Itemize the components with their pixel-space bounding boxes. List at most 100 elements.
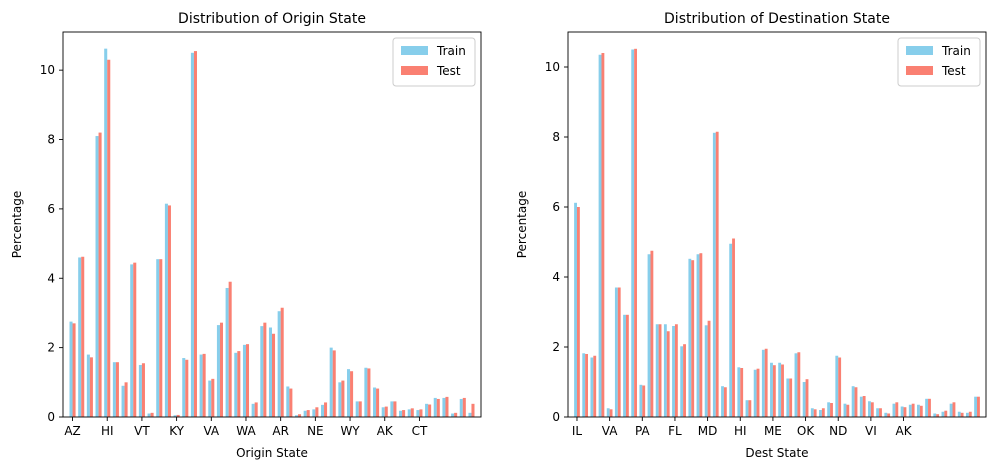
train-legend-label: Train	[941, 44, 971, 58]
test-bar	[376, 388, 380, 417]
train-bar	[459, 398, 463, 417]
train-bar	[778, 362, 782, 417]
test-bar	[332, 350, 336, 417]
test-bar	[707, 320, 711, 417]
legend: Train Test	[392, 37, 476, 87]
test-bar	[150, 412, 154, 417]
train-bar	[598, 54, 602, 417]
train-bar	[631, 49, 635, 417]
y-tick-label: 4	[47, 271, 55, 285]
test-bar	[280, 307, 284, 417]
test-bar	[402, 410, 406, 417]
train-bar	[138, 364, 142, 417]
test-bar	[691, 260, 695, 417]
train-legend-swatch	[906, 46, 933, 55]
test-bar	[358, 401, 362, 417]
train-bar	[974, 396, 978, 417]
y-tick-label: 2	[47, 341, 55, 355]
test-bar	[193, 51, 197, 417]
test-bar	[133, 262, 137, 417]
y-tick-label: 8	[47, 133, 55, 147]
train-bar	[582, 353, 586, 417]
test-bar	[341, 380, 345, 417]
test-bar	[185, 359, 189, 417]
test-bar	[72, 323, 76, 417]
train-bar	[949, 403, 953, 417]
test-bar	[642, 385, 646, 417]
test-bar	[715, 131, 719, 417]
train-bar	[737, 367, 741, 417]
x-tick-label: IL	[572, 424, 583, 438]
train-bar	[242, 344, 246, 417]
test-bar	[683, 344, 686, 417]
test-bar	[764, 348, 768, 417]
test-bar	[944, 410, 948, 417]
train-bar	[663, 324, 667, 417]
test-bar	[887, 413, 891, 417]
test-bar	[436, 398, 440, 417]
x-tick-label: CT	[412, 424, 428, 438]
train-bar	[86, 354, 90, 417]
train-bar	[225, 287, 229, 417]
test-bar	[625, 314, 629, 417]
test-bar	[237, 351, 241, 417]
train-bar	[425, 403, 429, 417]
test-bar	[740, 368, 744, 417]
test-bar	[617, 287, 621, 417]
y-tick-label: 10	[40, 63, 55, 77]
test-bar	[202, 353, 206, 417]
train-bar	[69, 321, 73, 417]
test-bar	[968, 411, 972, 417]
test-bar	[107, 59, 111, 417]
train-bar	[704, 325, 708, 417]
train-bar	[303, 410, 307, 417]
test-bar	[666, 331, 670, 417]
x-tick-label: WA	[236, 424, 256, 438]
train-bar	[655, 324, 659, 417]
train-bar	[835, 355, 839, 417]
test-bar	[141, 363, 145, 417]
y-tick-label: 0	[47, 410, 55, 424]
train-bar	[399, 410, 403, 417]
x-tick-label: KY	[169, 424, 184, 438]
train-bar	[794, 353, 798, 417]
test-bar	[393, 401, 397, 417]
train-bar	[130, 264, 134, 417]
train-bar	[121, 385, 125, 417]
train-bar	[802, 382, 806, 417]
x-tick-label: VA	[203, 424, 219, 438]
train-bar	[433, 397, 437, 417]
train-bar	[338, 382, 342, 417]
train-bar	[917, 404, 920, 417]
test-bar	[658, 324, 662, 417]
chart-title: Distribution of Origin State	[178, 11, 366, 27]
train-bar	[147, 413, 151, 417]
x-tick-label: ME	[764, 424, 782, 438]
train-bar	[347, 369, 351, 417]
test-bar	[601, 53, 605, 417]
x-tick-label: AR	[272, 424, 289, 438]
destination-state-chart: 0 2 4 6 8 10 IL VA PA FL MD HI ME OK ND VI AK Distributio…	[515, 11, 987, 460]
train-bar	[381, 407, 385, 417]
train-bar	[843, 403, 847, 417]
train-bar	[745, 400, 749, 417]
train-bar	[268, 327, 272, 417]
y-tick-label: 2	[552, 340, 560, 354]
train-bar	[182, 358, 186, 417]
test-bar	[428, 404, 432, 417]
chart-title: Distribution of Destination State	[664, 11, 890, 27]
x-tick-label: PA	[635, 424, 650, 438]
x-tick-label: AK	[377, 424, 394, 438]
test-legend-label: Test	[436, 64, 461, 78]
test-bar	[419, 409, 423, 417]
train-bar	[251, 403, 255, 417]
test-bar	[115, 362, 119, 417]
test-bar	[879, 408, 882, 417]
train-bar	[851, 386, 855, 417]
test-bar	[324, 402, 328, 417]
test-bar	[306, 410, 310, 417]
train-bar	[312, 409, 316, 417]
train-bar	[260, 326, 264, 417]
train-bar	[234, 352, 238, 417]
test-bar	[846, 404, 850, 417]
